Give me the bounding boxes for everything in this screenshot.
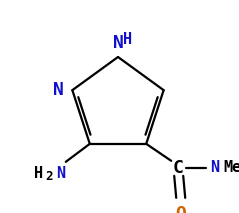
Text: H: H xyxy=(123,32,133,46)
Text: H: H xyxy=(34,166,43,181)
Text: O: O xyxy=(175,205,186,213)
Text: C: C xyxy=(173,159,184,177)
Text: Me: Me xyxy=(223,160,239,175)
Text: N: N xyxy=(113,34,123,52)
Text: N: N xyxy=(53,81,64,99)
Text: 2: 2 xyxy=(45,170,53,183)
Text: N: N xyxy=(210,160,219,175)
Text: N: N xyxy=(56,166,65,181)
